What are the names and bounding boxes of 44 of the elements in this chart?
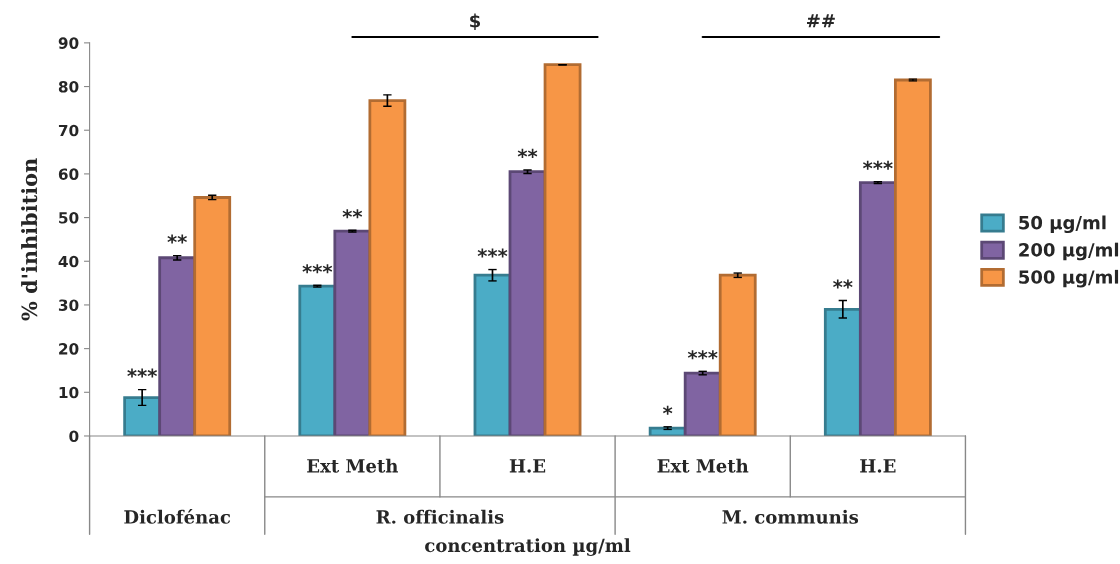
bar: [823, 307, 862, 436]
x-tick-label: Ext Meth: [307, 458, 398, 473]
text: Diclofénac: [124, 509, 231, 524]
x-tick-label: Ext Meth: [657, 458, 749, 473]
data-label: **: [167, 234, 187, 244]
bar: [508, 170, 547, 436]
bar: [543, 63, 582, 436]
y-tick-label: 30: [58, 299, 79, 311]
bar: [893, 78, 932, 436]
data-label: ***: [477, 248, 508, 258]
bar: [718, 273, 757, 436]
x-tick-label: H.E: [860, 459, 896, 473]
bar: [368, 99, 407, 436]
legend-label: 200 µg/ml: [1019, 242, 1119, 261]
text: R. officinalis: [376, 509, 504, 524]
bar: [683, 371, 722, 436]
x-tick-label: H.E: [509, 459, 546, 473]
y-tick-label: 0: [69, 430, 79, 442]
x-axis-title: concentration µg/ml: [425, 538, 631, 556]
y-axis-title: % d'inhibition: [21, 158, 38, 321]
y-tick-label: 10: [59, 386, 79, 399]
data-label: **: [342, 209, 363, 219]
y-tick-label: 50: [59, 212, 79, 224]
data-label: ***: [687, 350, 718, 360]
data-label: **: [517, 148, 538, 158]
bar: [193, 196, 232, 436]
data-label: ***: [127, 368, 158, 378]
bar: [858, 181, 897, 436]
text: $: [470, 13, 481, 30]
legend-label: 50 µg/ml: [1019, 215, 1106, 234]
text: M. communis: [722, 509, 859, 524]
data-label: ***: [302, 264, 333, 274]
bar: [473, 273, 512, 436]
y-tick-label: 70: [58, 124, 79, 137]
y-tick-label: 80: [58, 81, 79, 93]
y-tick-label: 20: [59, 343, 79, 355]
text: ##: [807, 14, 835, 28]
data-label: *: [662, 405, 673, 415]
legend-label: 500 µg/ml: [1019, 269, 1119, 288]
data-label: **: [833, 279, 853, 289]
y-tick-label: 40: [58, 255, 79, 268]
y-tick-label: 90: [58, 37, 79, 49]
y-tick-label: 60: [58, 168, 79, 180]
data-label: ***: [862, 160, 893, 170]
